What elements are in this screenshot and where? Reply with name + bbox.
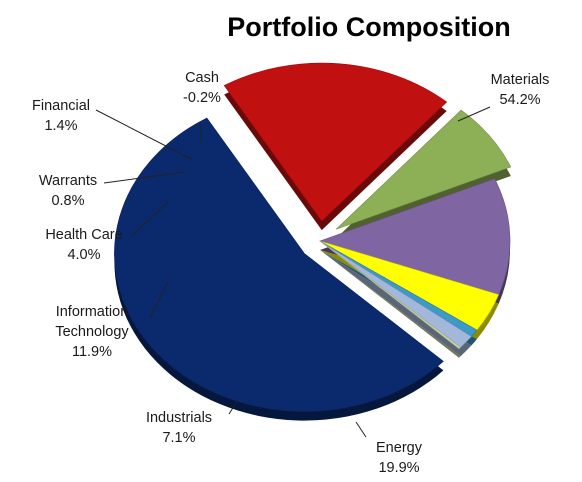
label-value-industrials: 7.1% (162, 430, 195, 446)
label-value-cash: -0.2% (183, 90, 221, 106)
slice-industrials (335, 109, 512, 230)
label-name-information-technology-2: Technology (55, 324, 129, 340)
label-name-industrials: Industrials (146, 410, 212, 426)
label-name-materials: Materials (491, 72, 550, 88)
slice-depth-cash (320, 250, 461, 358)
slice-materials (114, 117, 444, 412)
leader-line-materials (457, 106, 491, 122)
label-name-information-technology-1: Information (56, 304, 129, 320)
leader-line-financial (95, 109, 194, 161)
slice-information-technology (319, 178, 511, 296)
label-name-financial: Financial (32, 98, 90, 114)
label-value-energy: 19.9% (378, 460, 419, 476)
pie-slices (114, 62, 512, 421)
label-name-warrants: Warrants (39, 173, 97, 189)
label-value-financial: 1.4% (44, 118, 77, 134)
leader-line-information-technology (149, 281, 169, 319)
leader-line-industrials (228, 399, 239, 415)
label-value-health-care: 4.0% (67, 247, 100, 263)
label-value-warrants: 0.8% (51, 193, 84, 209)
label-name-health-care: Health Care (45, 227, 122, 243)
data-labels: Materials 54.2% Energy 19.9% Industrials 7.1%… (32, 70, 549, 476)
label-value-information-technology: 11.9% (72, 344, 112, 360)
slice-energy (223, 62, 448, 222)
label-value-materials: 54.2% (499, 92, 540, 108)
slice-depth-financial (320, 250, 472, 357)
chart-title: Portfolio Composition (227, 12, 510, 42)
leader-line-health-care (131, 200, 170, 237)
leader-line-warrants (103, 171, 185, 184)
label-name-energy: Energy (376, 440, 423, 456)
leader-line-energy (355, 421, 367, 438)
label-name-cash: Cash (185, 70, 219, 86)
slice-cash (319, 240, 462, 350)
